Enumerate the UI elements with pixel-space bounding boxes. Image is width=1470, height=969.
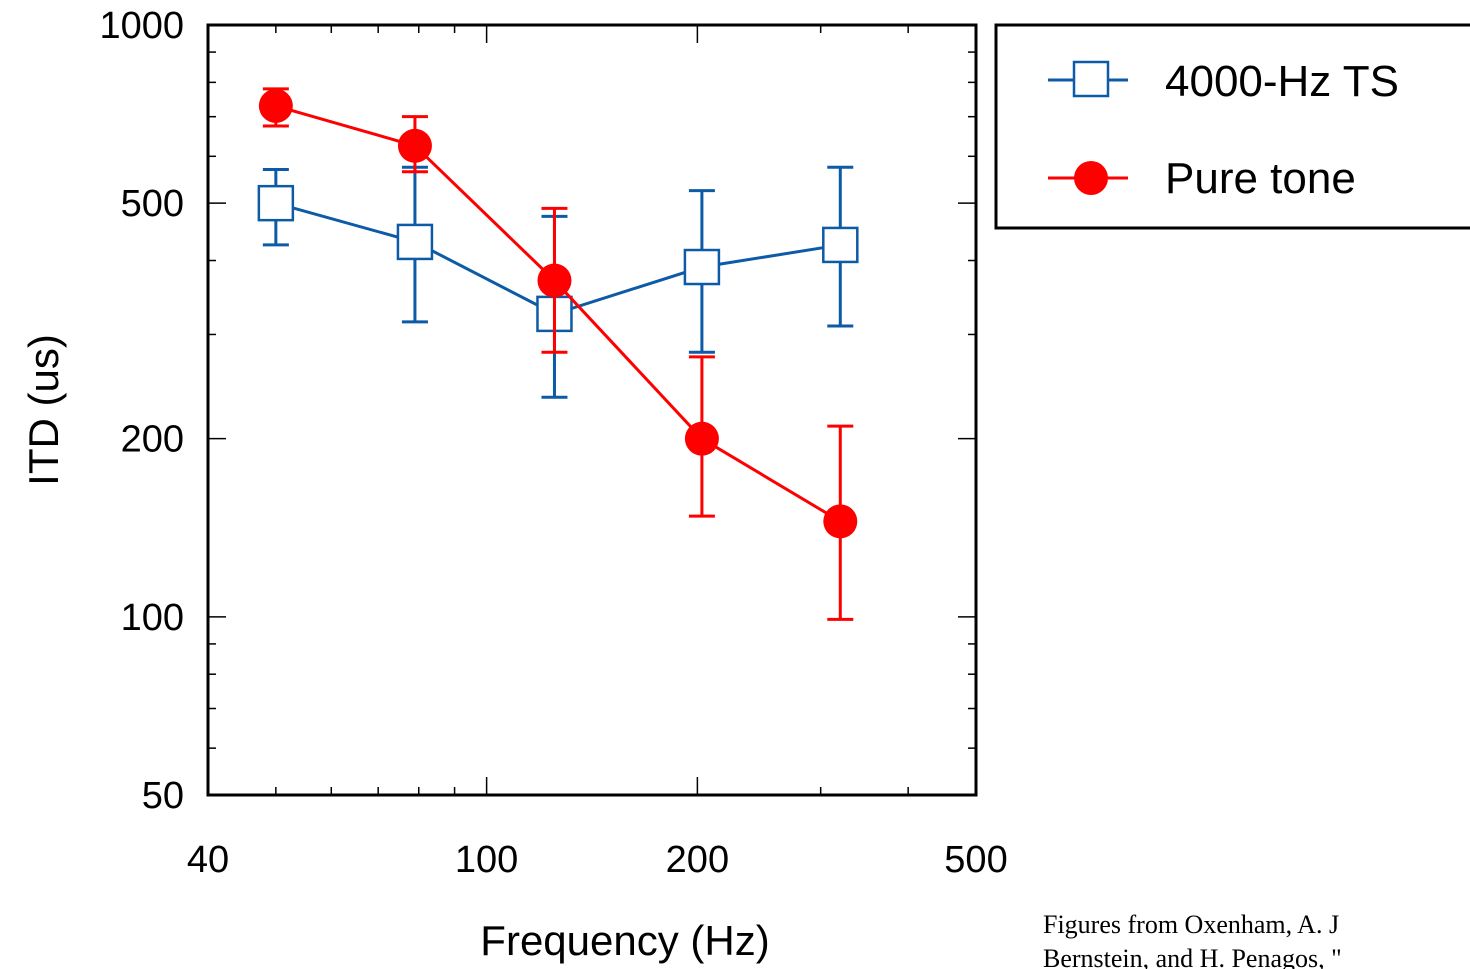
y-axis-title: ITD (us) [20,334,67,486]
y-tick-label: 1000 [99,5,184,47]
data-point-circle [684,421,719,456]
y-tick-label: 100 [121,597,184,639]
plot-frame [206,23,978,797]
legend: 4000-Hz TS Pure tone [994,23,1470,230]
x-tick-label: 40 [187,839,229,881]
x-axis-title: Frequency (Hz) [480,917,769,964]
figure-credit: Figures from Oxenham, A. J Bernstein, and… [1043,908,1470,969]
data-point-circle [537,263,572,298]
series-layer [257,87,859,621]
legend-label-4000hz-ts: 4000-Hz TS [1165,57,1399,106]
data-point-circle [397,128,432,163]
legend-label-pure-tone: Pure tone [1165,154,1356,203]
data-point-square [683,248,721,286]
x-tick-label: 200 [666,839,729,881]
data-point-square [822,226,859,264]
major-ticks [207,24,977,796]
x-tick-label: 100 [455,839,518,881]
credit-line-1: Figures from Oxenham, A. J [1043,910,1340,939]
y-tick-label: 50 [142,775,184,817]
y-tick-label: 200 [121,419,184,461]
legend-box [994,23,1470,230]
y-tick-labels: 50 100 200 500 1000 [99,5,184,817]
x-tick-labels: 40 100 200 500 [187,839,1008,881]
x-tick-label: 500 [944,839,1007,881]
series-pure-tone [258,87,858,621]
data-point-circle [823,504,858,539]
credit-line-2: Bernstein, and H. Penagos, " [1043,944,1342,969]
series-4000-hz-ts [257,165,859,399]
minor-ticks [208,25,976,795]
legend-marker-filled-circle [1074,161,1108,195]
data-point-square [396,223,434,261]
data-point-square [257,184,295,222]
y-tick-label: 500 [121,183,184,225]
data-point-circle [258,88,293,123]
legend-marker-open-square [1072,60,1110,98]
